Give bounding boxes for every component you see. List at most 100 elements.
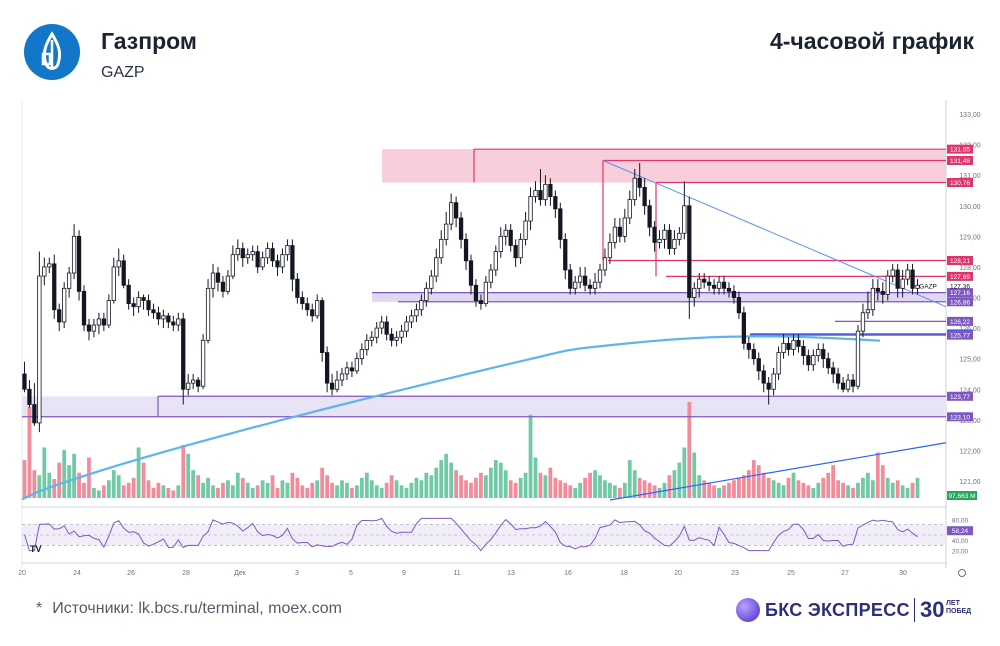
volume-bar [379,487,384,498]
candle-body [602,257,608,271]
candle-body [275,260,280,268]
candle-body [682,205,687,234]
volume-bar [895,480,900,498]
candle-body [62,287,67,323]
candle-body [885,275,890,295]
volume-bar [503,470,508,498]
candle-body [821,349,826,360]
candle-body [915,284,920,289]
anniv-sub-2: ПОБЕД [946,608,972,615]
candle-body [617,226,622,237]
volume-bar [870,480,875,498]
volume-bar [384,482,389,498]
volume-bar [82,482,86,498]
moving-average-line [21,335,881,501]
volume-bar [781,485,786,498]
rsi-value-label: 58,24 [952,528,969,535]
candle-body [840,382,846,390]
volume-bar [831,465,836,498]
candle-body [354,358,360,372]
sources-text: Источники: lk.bcs.ru/terminal, moex.com [52,600,342,617]
candle-body [860,312,866,332]
volume-bar [141,462,146,498]
volume-bar [766,477,771,498]
volume-bar [479,472,483,498]
time-tick-label: 20 [674,570,682,577]
volume-bar [340,480,344,498]
candle-body [855,330,861,387]
candle-body [667,229,672,249]
level-price-tag [947,316,973,326]
candle-body [458,217,464,240]
header: Газпром GAZP 4-часовой график [0,0,1000,100]
volume-bar [801,482,806,498]
candle-body [37,275,42,424]
price-tick-label: 130,00 [959,204,981,211]
volume-bar [776,482,781,498]
volume-bar [121,485,126,498]
volume-bar [811,487,816,498]
volume-bar [92,487,96,498]
volume-bar [578,482,583,498]
volume-bar [593,470,597,498]
volume-bar [697,475,702,498]
candle-body [290,245,295,280]
volume-bar [687,402,692,498]
volume-bar [588,472,592,498]
candle-body [657,238,662,243]
volume-bar [598,475,602,498]
volume-bar [419,480,424,498]
volume-bar [101,485,106,498]
candle-body [741,312,747,344]
candle-body [538,190,543,201]
candle-body [151,309,156,314]
volume-bar [216,487,220,498]
sources-note: * Источники: lk.bcs.ru/terminal, moex.com [36,600,342,618]
candle-body [131,303,136,308]
candle-body [478,300,484,305]
volume-bar [111,470,116,498]
volume-bar [464,480,468,498]
candle-body [91,324,97,332]
candle-body [662,229,667,240]
price-tick-label: 124,00 [959,387,981,394]
volume-bar [57,462,62,498]
volume-bar [851,487,855,498]
candle-body [677,232,682,240]
volume-bar [841,482,845,498]
volume-bar [325,475,330,498]
candle-body [200,339,206,387]
candle-body [786,342,791,350]
time-tick-label: 5 [349,570,353,577]
candle-body [121,260,126,286]
volume-bar [230,485,235,498]
volume-tag [947,491,977,500]
candle-body [191,379,196,384]
candle-body [315,300,320,317]
volume-bar [151,487,156,498]
chart-container[interactable]: TV 133,00132,00131,00130,00129,00128,001… [0,100,1000,580]
volume-bar [528,414,533,498]
volume-bar [355,485,359,498]
volume-bar [761,472,766,498]
price-tick-label: 121,00 [959,479,981,486]
price-tick-label: 133,00 [959,112,981,119]
volume-bar [240,477,245,498]
rsi-panel: TV [22,517,946,554]
candle-body [52,263,57,311]
candle-body [811,355,816,366]
volume-bar [488,467,493,498]
volume-bar [548,467,553,498]
tv-logo: TV [30,544,42,554]
price-chart[interactable]: TV 133,00132,00131,00130,00129,00128,001… [0,100,1000,580]
volume-bar [345,482,349,498]
volume-bar [498,462,503,498]
volume-bar [295,477,300,498]
volume-bar [245,482,250,498]
time-tick-label: 11 [453,570,460,577]
candle-body [528,196,533,222]
volume-bar [285,482,290,498]
indicator-lines [21,148,947,501]
level-price-label: 130,76 [950,180,970,187]
volume-bar [270,475,275,498]
